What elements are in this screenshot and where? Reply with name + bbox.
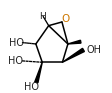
Text: HO: HO (24, 82, 39, 92)
Polygon shape (68, 40, 81, 44)
Polygon shape (62, 48, 84, 62)
Text: HO: HO (8, 56, 23, 66)
Text: O: O (61, 14, 70, 24)
Text: H: H (39, 12, 46, 21)
Text: OH: OH (87, 45, 102, 55)
Text: HO: HO (9, 38, 24, 48)
Polygon shape (35, 62, 42, 83)
